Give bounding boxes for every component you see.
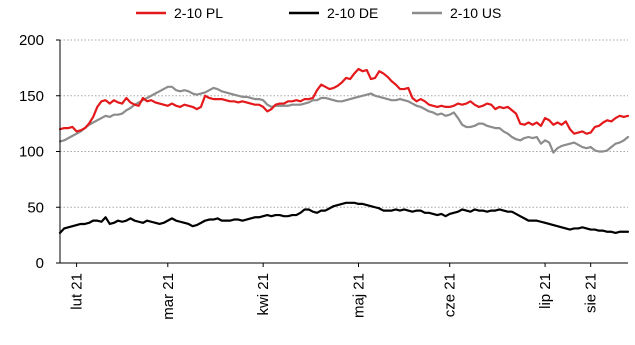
- gridlines: [60, 39, 628, 208]
- x-tick-label: lut 21: [69, 273, 86, 310]
- axes: [56, 39, 628, 267]
- y-tick-label: 0: [36, 255, 44, 272]
- legend: 2-10 PL 2-10 DE 2-10 US: [136, 5, 501, 21]
- y-tick-label: 200: [19, 32, 44, 49]
- legend-label-2-10-us: 2-10 US: [450, 5, 501, 21]
- y-axis-ticks: 0 50 100 150 200: [19, 32, 44, 272]
- y-tick-label: 100: [19, 144, 44, 161]
- legend-label-2-10-de: 2-10 DE: [327, 5, 378, 21]
- x-tick-label: cze 21: [442, 273, 459, 317]
- series-line-2-10-pl: [58, 67, 630, 135]
- y-tick-label: 150: [19, 88, 44, 105]
- legend-label-2-10-pl: 2-10 PL: [174, 5, 223, 21]
- x-tick-label: sie 21: [583, 273, 600, 313]
- x-tick-label: kwi 21: [255, 273, 272, 316]
- series-line-2-10-de: [58, 201, 630, 234]
- x-tick-label: maj 21: [351, 273, 368, 318]
- x-tick-label: mar 21: [160, 273, 177, 320]
- y-tick-label: 50: [27, 199, 44, 216]
- x-tick-label: lip 21: [537, 273, 554, 309]
- x-axis-ticks: lut 21 mar 21 kwi 21 maj 21 cze 21 lip 21 sie …: [69, 273, 600, 320]
- series-lines: [58, 67, 630, 234]
- series-line-2-10-us: [58, 85, 630, 154]
